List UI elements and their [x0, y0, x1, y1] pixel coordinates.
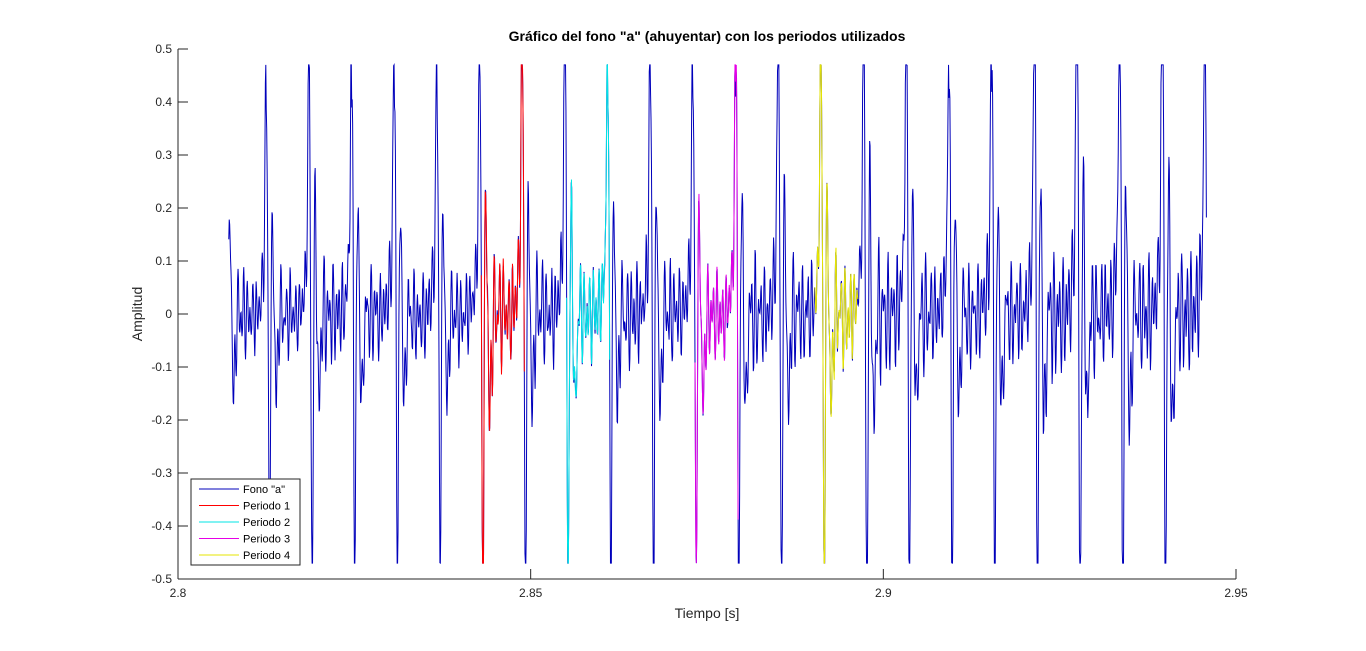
x-tick-label: 2.95 — [1224, 586, 1248, 600]
legend-label: Periodo 1 — [243, 501, 290, 513]
series-line-periodo-3 — [694, 64, 739, 564]
y-tick-label: 0.4 — [155, 95, 172, 109]
axes-layer: 2.8 2.85 2.9 2.95 -0.5 -0.4 -0.3 -0.2 -0.1 0 0.1 0.… — [151, 42, 1248, 600]
series-line-periodo-1 — [480, 64, 525, 564]
x-axis-label: Tiempo [s] — [675, 605, 740, 621]
x-tick-label: 2.9 — [875, 586, 892, 600]
x-tick-label: 2.8 — [170, 586, 187, 600]
y-tick-label: -0.3 — [151, 466, 172, 480]
legend-label: Periodo 4 — [243, 550, 290, 562]
y-tick-label: -0.5 — [151, 572, 172, 586]
series-layer — [228, 62, 1207, 565]
legend-label: Periodo 2 — [243, 517, 290, 529]
y-axis-label: Amplitud — [129, 287, 145, 341]
y-tick-label: -0.1 — [151, 360, 172, 374]
series-line-periodo-2 — [566, 64, 611, 564]
x-tick-label: 2.85 — [519, 586, 543, 600]
chart-title: Gráfico del fono "a" (ahuyentar) con los… — [509, 28, 906, 44]
legend-label: Periodo 3 — [243, 534, 290, 546]
y-tick-label: 0.3 — [155, 148, 172, 162]
y-tick-label: -0.2 — [151, 413, 172, 427]
y-tick-label: -0.4 — [151, 519, 172, 533]
y-tick-label: 0 — [165, 307, 172, 321]
y-tick-label: 0.5 — [155, 42, 172, 56]
y-tick-label: 0.2 — [155, 201, 172, 215]
legend-label: Fono "a" — [243, 484, 285, 496]
legend: Fono "a" Periodo 1 Periodo 2 Periodo 3 Perio… — [190, 478, 301, 566]
series-line-periodo-4 — [814, 64, 859, 564]
y-tick-label: 0.1 — [155, 254, 172, 268]
